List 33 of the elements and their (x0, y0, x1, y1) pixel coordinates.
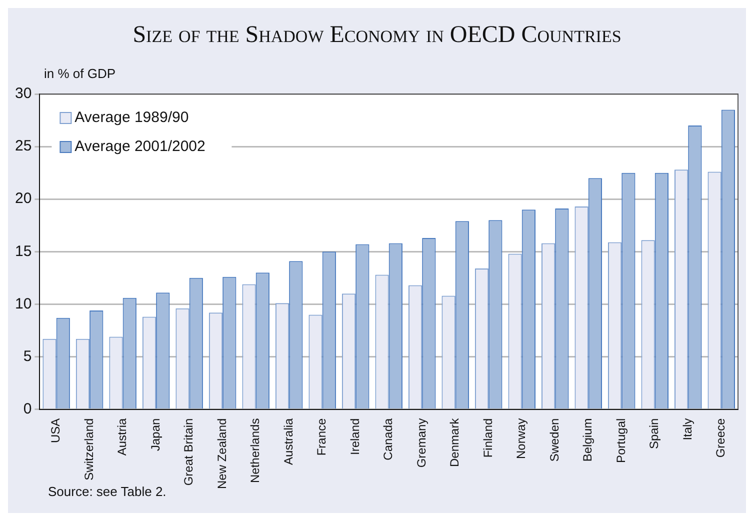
x-tick-label: USA (48, 418, 63, 443)
x-tick-label: Canada (381, 418, 396, 460)
legend-label: Average 2001/2002 (74, 138, 206, 156)
x-tick-label: Ireland (348, 418, 362, 455)
source-note: Source: see Table 2. (48, 484, 166, 499)
x-tick-label: Netherlands (248, 418, 262, 484)
x-tick-label: Spain (647, 418, 662, 449)
y-axis-title: in % of GDP (44, 66, 116, 81)
chart-title: Size of the Shadow Economy in OECD Countries (132, 22, 622, 49)
y-tick-label: 30 (14, 85, 32, 102)
x-tick-label: Austria (115, 418, 130, 456)
x-tick-label: Finland (480, 418, 495, 458)
x-tick-label: Switzerland (82, 418, 96, 480)
y-tick-label: 5 (23, 348, 32, 365)
x-tick-label: Portugal (614, 418, 628, 463)
x-tick-label: Japan (148, 418, 162, 451)
x-tick-label: Great Britain (182, 418, 196, 486)
x-tick-label: Denmark (448, 417, 462, 467)
x-tick-label: Belgium (580, 418, 595, 462)
legend-label: Average 1989/90 (74, 109, 189, 126)
x-tick-label: Greece (714, 418, 728, 458)
y-tick-label: 25 (14, 138, 32, 155)
x-tick-label: Gremany (414, 418, 428, 468)
y-tick-label: 0 (23, 400, 32, 418)
x-tick-label: New Zealand (214, 418, 229, 490)
x-tick-label: Norway (514, 418, 528, 459)
x-tick-label: Italy (680, 418, 694, 440)
y-tick-label: 20 (14, 190, 32, 208)
y-tick-label: 10 (14, 295, 32, 312)
y-tick-label: 15 (14, 242, 32, 260)
x-tick-label: France (314, 418, 329, 456)
x-tick-label: Australia (281, 418, 296, 465)
x-tick-label: Sweden (547, 418, 562, 462)
